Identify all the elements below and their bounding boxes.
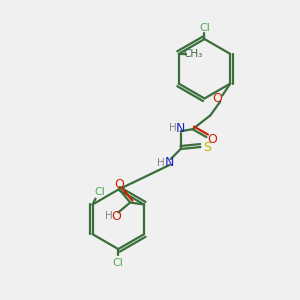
Text: O: O	[111, 210, 121, 223]
Text: O: O	[212, 92, 222, 105]
Text: H: H	[106, 212, 113, 221]
Text: N: N	[165, 156, 175, 170]
Text: O: O	[114, 178, 124, 191]
Text: H: H	[169, 123, 177, 133]
Text: CH₃: CH₃	[183, 49, 202, 59]
Text: S: S	[203, 140, 211, 154]
Text: Cl: Cl	[94, 187, 105, 196]
Text: Cl: Cl	[113, 258, 124, 268]
Text: O: O	[208, 133, 217, 146]
Text: Cl: Cl	[199, 23, 210, 33]
Text: N: N	[176, 122, 185, 135]
Text: H: H	[157, 158, 165, 168]
